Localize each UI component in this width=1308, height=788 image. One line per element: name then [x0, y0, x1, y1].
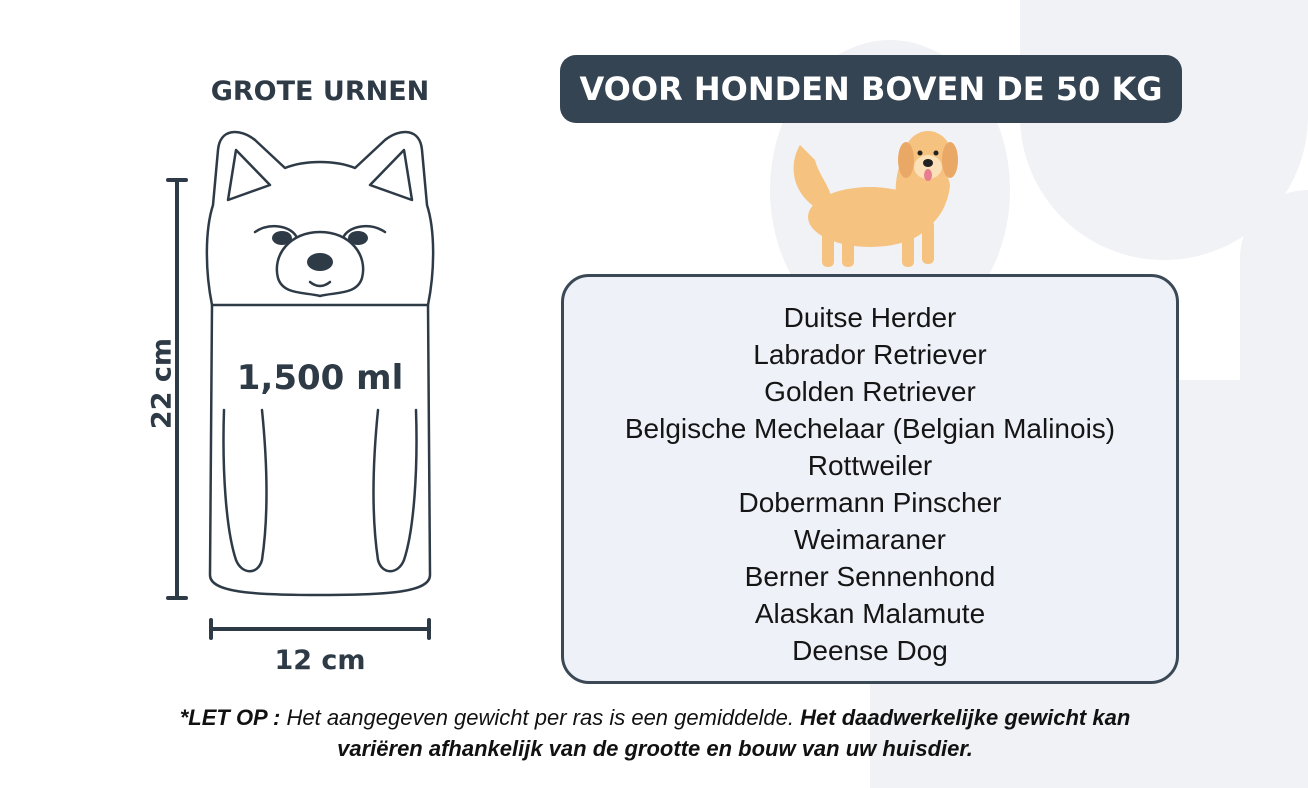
note-prefix: *LET OP : — [179, 705, 281, 730]
breed-item: Weimaraner — [794, 524, 946, 555]
urn-muzzle — [275, 230, 365, 298]
breed-item: Alaskan Malamute — [754, 598, 986, 629]
urn-left-leg — [222, 408, 268, 573]
breed-item: Labrador Retriever — [753, 339, 987, 370]
urn-body-outline — [208, 303, 432, 597]
urn-volume: 1,500 ml — [236, 358, 404, 398]
urn-head-outline — [205, 130, 435, 307]
urn-right-ear — [368, 148, 414, 202]
breed-item: Duitse Herder — [783, 302, 957, 333]
weight-category-header: VOOR HONDEN BOVEN DE 50 KG — [560, 55, 1182, 123]
urn-height-label: 22 cm — [146, 337, 178, 430]
note-bold: Het daadwerkelijke gewicht kan variëren … — [337, 705, 1131, 761]
urn-left-ear — [226, 148, 272, 202]
note-italic: Het aangegeven gewicht per ras is een ge… — [280, 705, 801, 730]
breed-list: Duitse Herder Labrador Retriever Golden … — [561, 274, 1179, 684]
breed-item: Deense Dog — [792, 635, 948, 666]
urn-nose — [307, 253, 333, 271]
golden-retriever-illustration — [793, 131, 958, 267]
urn-left-eye — [272, 231, 292, 245]
header-title: VOOR HONDEN BOVEN DE 50 KG — [579, 70, 1163, 108]
breed-item: Golden Retriever — [764, 376, 976, 407]
urn-right-leg — [372, 408, 418, 573]
urn-size-title: GROTE URNEN — [210, 76, 430, 107]
disclaimer-note: *LET OP : Het aangegeven gewicht per ras… — [150, 702, 1160, 764]
urn-width-label: 12 cm — [274, 645, 366, 676]
breed-item: Berner Sennenhond — [744, 561, 996, 592]
breed-item: Belgische Mechelaar (Belgian Malinois) — [624, 413, 1116, 444]
breed-item: Rottweiler — [807, 450, 933, 481]
urn-illustration — [166, 130, 435, 640]
breed-item: Dobermann Pinscher — [738, 487, 1002, 518]
urn-right-eye — [348, 231, 368, 245]
